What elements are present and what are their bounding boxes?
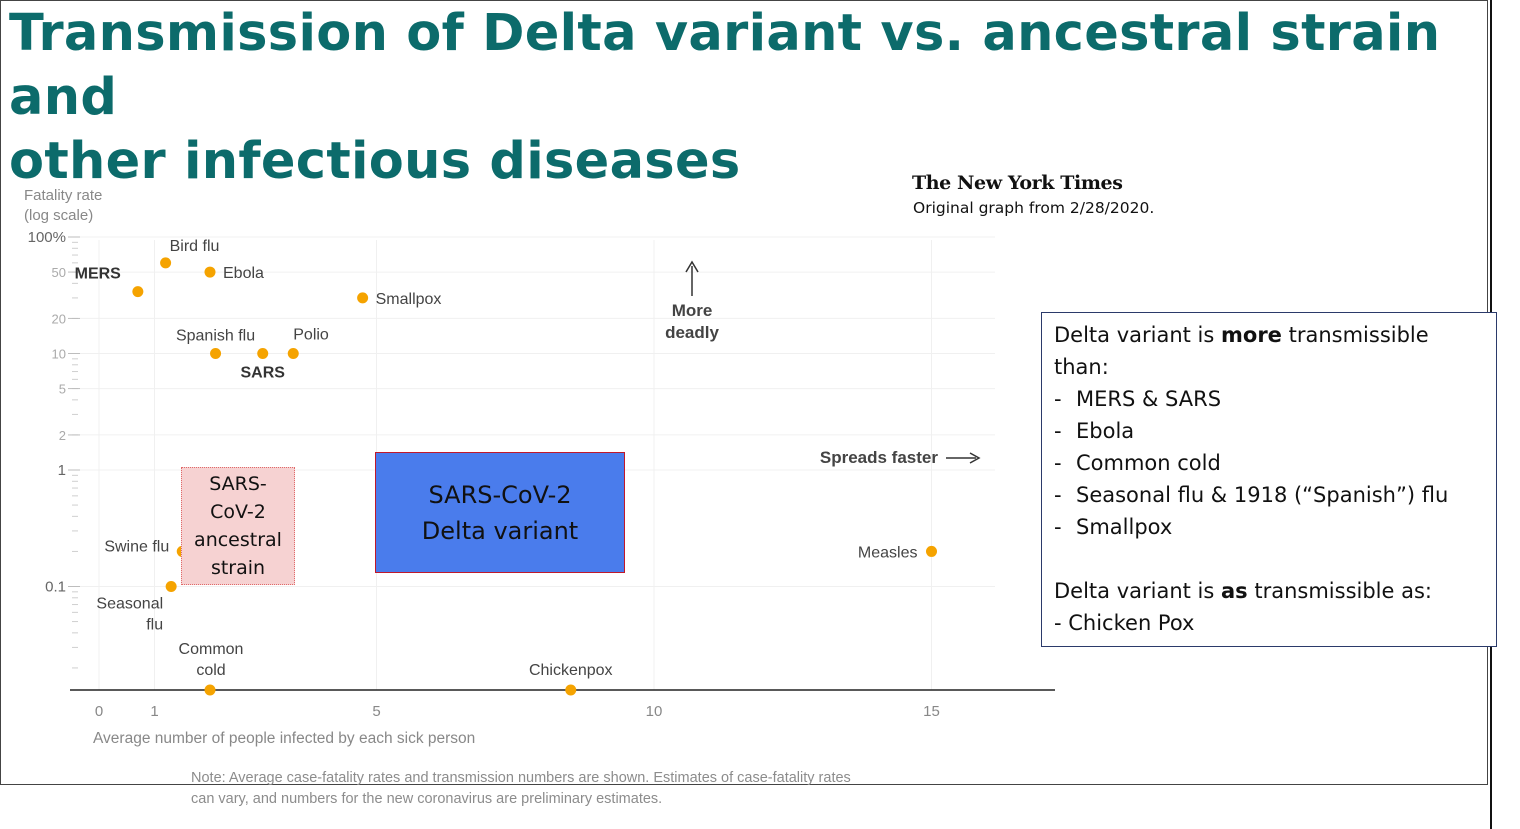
point-label: Polio — [293, 327, 329, 344]
y-tick-label: 100% — [28, 229, 66, 246]
list-item: - Ebola — [1054, 419, 1135, 443]
more-deadly-arrow-head — [685, 260, 699, 273]
y-axis-label: (log scale) — [24, 207, 93, 224]
point-label: flu — [146, 617, 163, 634]
list-item: - Seasonal flu & 1918 (“Spanish”) flu — [1054, 483, 1449, 507]
point-label: Ebola — [223, 265, 264, 282]
spreads-faster-arrow-head — [969, 452, 981, 464]
list-item: - MERS & SARS — [1054, 387, 1222, 411]
y-tick-label: 0.1 — [45, 579, 66, 596]
title-line-1: Transmission of Delta variant vs. ancest… — [9, 4, 1441, 127]
point-label: Smallpox — [376, 291, 442, 308]
data-point-bird-flu — [160, 257, 172, 269]
intro-text: Delta variant is more transmissible than… — [1054, 323, 1429, 379]
point-label: Swine flu — [104, 538, 169, 555]
data-point-chickenpox — [565, 684, 577, 696]
data-point-polio — [287, 348, 299, 359]
data-point-measles — [926, 545, 937, 557]
point-label: Measles — [858, 544, 918, 561]
footnote-line-1: Note: Average case-fatality rates and tr… — [191, 770, 851, 786]
list-item: - Common cold — [1054, 451, 1221, 475]
point-label: cold — [196, 662, 225, 679]
x-tick-label: 15 — [923, 703, 940, 720]
second-item-text: - Chicken Pox — [1054, 611, 1195, 635]
point-label: Chickenpox — [529, 662, 613, 679]
delta-variant-box: SARS-CoV-2 Delta variant — [375, 452, 625, 573]
footnote-line-2: can vary, and numbers for the new corona… — [191, 791, 663, 807]
spreads-faster-label: Spreads faster — [820, 448, 938, 467]
point-label: Seasonal — [96, 596, 163, 613]
point-label: Bird flu — [170, 238, 220, 255]
ancestral-label-2: CoV-2 — [210, 501, 266, 523]
point-label: Spanish flu — [176, 328, 255, 345]
more-deadly-label: deadly — [665, 323, 719, 342]
x-axis-label: Average number of people infected by eac… — [93, 730, 475, 747]
y-tick-label: 2 — [59, 428, 66, 443]
ancestral-strain-box: SARS- CoV-2 ancestral strain — [181, 467, 295, 585]
point-label: MERS — [75, 266, 122, 283]
list-item: - Smallpox — [1054, 515, 1173, 539]
x-tick-label: 5 — [372, 703, 380, 720]
data-point-sars — [257, 348, 269, 359]
delta-label-2: Delta variant — [421, 516, 579, 545]
data-point-smallpox — [357, 292, 369, 304]
title-line-2: other infectious diseases — [9, 132, 741, 191]
data-point-common-cold — [204, 684, 216, 696]
data-point-ebola — [204, 266, 216, 278]
source-note: Original graph from 2/28/2020. — [913, 199, 1155, 217]
data-point-mers — [132, 286, 144, 298]
nyt-logo: The New York Times — [912, 172, 1123, 194]
comparison-text-box: Delta variant is more transmissible than… — [1041, 312, 1497, 647]
second-intro-text: Delta variant is as transmissible as: — [1054, 579, 1433, 603]
x-tick-label: 0 — [95, 703, 103, 720]
y-tick-label: 5 — [59, 382, 66, 397]
point-label: SARS — [240, 365, 285, 382]
chart-footnote: Note: Average case-fatality rates and tr… — [191, 768, 951, 810]
slide-title: Transmission of Delta variant vs. ancest… — [9, 2, 1479, 194]
y-tick-label: 20 — [52, 311, 66, 326]
y-tick-label: 10 — [52, 347, 66, 362]
delta-label-1: SARS-CoV-2 — [428, 480, 572, 509]
data-point-seasonal-flu — [165, 581, 177, 592]
comparison-list: - MERS & SARS - Ebola - Common cold - Season… — [1054, 383, 1488, 543]
more-deadly-label: More — [672, 301, 713, 320]
ancestral-label-1: SARS- — [209, 473, 267, 495]
ancestral-label-4: strain — [210, 557, 266, 579]
x-tick-label: 10 — [646, 703, 663, 720]
y-tick-label: 1 — [58, 462, 66, 479]
x-tick-label: 1 — [150, 703, 158, 720]
data-point-spanish-flu — [210, 348, 222, 359]
ancestral-label-3: ancestral — [194, 529, 282, 551]
point-label: Common — [179, 641, 244, 658]
y-tick-label: 50 — [52, 265, 66, 280]
y-axis-label: Fatality rate — [24, 187, 102, 204]
